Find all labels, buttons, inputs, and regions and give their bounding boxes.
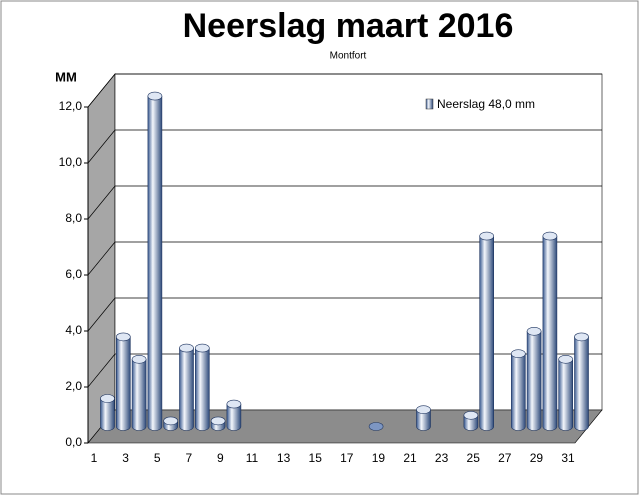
bar (463, 410, 479, 431)
bar-body (226, 403, 242, 431)
bar-body (116, 336, 131, 431)
bar-top (479, 231, 495, 241)
bar-top (463, 410, 479, 420)
x-tick-label: 19 (372, 451, 386, 465)
bar-body (179, 347, 194, 431)
bar-body (195, 347, 210, 431)
bar (179, 343, 194, 431)
legend: Neerslag 48,0 mm (425, 97, 535, 111)
y-tick-label: 4,0 (65, 323, 82, 337)
bar-top (210, 416, 226, 426)
bar-top (574, 332, 589, 342)
bar-top (147, 91, 163, 101)
y-tick-label: 8,0 (65, 211, 82, 225)
bar-body (131, 359, 147, 431)
bar (131, 354, 147, 431)
bar-body (542, 235, 558, 431)
x-tick-label: 7 (185, 451, 192, 465)
legend-swatch (425, 98, 434, 110)
bar-top (226, 399, 242, 409)
bar-top (542, 231, 558, 241)
x-tick-label: 3 (122, 451, 129, 465)
bar-top (131, 354, 147, 364)
legend-label: Neerslag 48,0 mm (437, 97, 535, 111)
x-tick-label: 29 (530, 451, 544, 465)
x-tick-label: 25 (467, 451, 481, 465)
bar (147, 91, 163, 431)
bar (526, 326, 542, 431)
bar-body (416, 409, 431, 431)
bar (195, 343, 210, 431)
bar-body (558, 359, 573, 431)
bar-body (511, 353, 526, 431)
grid-line-side (87, 297, 116, 332)
bar-top (510, 349, 526, 359)
bar (416, 405, 431, 431)
bar-body (526, 331, 542, 431)
bar-top (558, 354, 574, 364)
bar (163, 416, 178, 431)
bar (542, 231, 558, 431)
bar (574, 332, 589, 431)
x-tick-label: 23 (435, 451, 449, 465)
bar-top (526, 326, 542, 336)
y-tick-label: 12,0 (59, 99, 83, 113)
grid-line-side (87, 241, 116, 276)
bar-body (100, 398, 115, 431)
y-tick-label: 0,0 (65, 435, 82, 449)
bar (210, 416, 226, 431)
bar-body (574, 336, 589, 431)
bar-top (163, 416, 178, 426)
y-tick-label: 2,0 (65, 379, 82, 393)
bar-body (479, 235, 494, 431)
bar-top (195, 343, 210, 353)
bar-top (116, 332, 131, 342)
bar-top (368, 422, 384, 431)
bar (368, 422, 384, 431)
bar-body (463, 415, 479, 431)
x-tick-label: 13 (277, 451, 291, 465)
bar (510, 349, 526, 431)
subtitle: Montfort (330, 51, 367, 62)
x-tick-label: 15 (309, 451, 323, 465)
y-axis-label: MM (55, 69, 77, 84)
grid-line-side (87, 129, 116, 164)
chart-title: Neerslag maart 2016 (183, 7, 514, 45)
grid-line-side (87, 185, 116, 220)
bar-top (100, 394, 115, 403)
y-tick-label: 10,0 (59, 155, 83, 169)
x-tick-label: 1 (91, 451, 98, 465)
grid-line-side (87, 73, 116, 108)
x-tick-label: 27 (498, 451, 512, 465)
x-tick-label: 5 (154, 451, 161, 465)
bar-top (416, 405, 431, 415)
grid-line-side (87, 353, 116, 388)
bar-body (147, 95, 163, 431)
bar (558, 354, 574, 431)
bar-top (179, 343, 194, 353)
x-tick-label: 11 (246, 451, 259, 465)
y-tick-label: 6,0 (65, 267, 82, 281)
x-tick-label: 9 (217, 451, 224, 465)
bar (100, 394, 115, 431)
x-tick-label: 31 (561, 451, 575, 465)
x-tick-label: 17 (340, 451, 354, 465)
bar (479, 231, 495, 431)
x-tick-label: 21 (403, 451, 417, 465)
bar (116, 332, 131, 431)
bar (226, 399, 242, 431)
